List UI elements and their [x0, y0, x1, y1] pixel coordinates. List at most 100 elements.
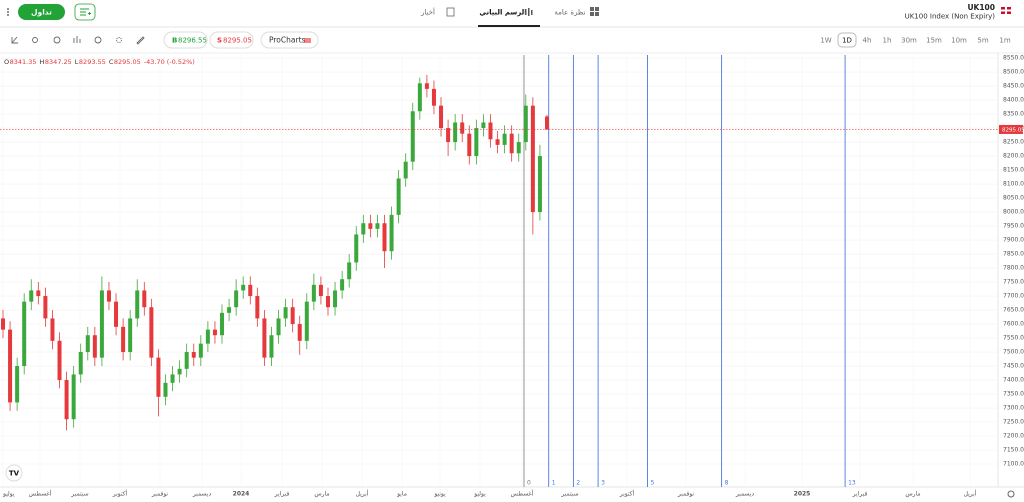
y-tick-label: 8350.00 [1003, 111, 1024, 118]
tool-icon[interactable] [53, 36, 61, 44]
candle-body [488, 122, 493, 140]
y-tick-label: 8050.00 [1003, 195, 1024, 202]
trade-button[interactable] [18, 4, 65, 20]
candle-body [128, 318, 133, 353]
x-tick-label: فبراير [274, 491, 290, 498]
timeframe[interactable]: 30m [901, 37, 917, 45]
candle-body [283, 307, 288, 319]
candle-body [523, 105, 528, 143]
timeframe[interactable]: 15m [926, 37, 942, 45]
candle-body [340, 279, 345, 291]
y-tick-label: 7450.00 [1003, 363, 1024, 370]
candle-body [170, 374, 175, 383]
tab[interactable]: أخبار [420, 8, 435, 17]
sell-label: S [217, 37, 222, 45]
timeframe[interactable]: 1m [999, 37, 1010, 45]
candle-body [142, 290, 147, 308]
instrument-name: UK100 Index (Non Expiry) [905, 13, 996, 21]
timeframe[interactable]: 1h [883, 37, 892, 45]
candle-body [368, 223, 373, 229]
ohlc-value: 8347.25 [45, 58, 72, 66]
tool-icon[interactable] [94, 36, 102, 44]
ohlc-value: 8293.55 [79, 58, 106, 66]
candle-body [311, 284, 316, 302]
fib-zone-label: 3 [601, 480, 605, 487]
sell-button[interactable] [209, 31, 254, 49]
candle-body [325, 296, 330, 308]
y-tick-label: 7150.00 [1003, 447, 1024, 454]
candle-body [29, 290, 34, 302]
x-tick-label: أغسطس [511, 490, 534, 498]
y-tick-label: 7900.00 [1003, 237, 1024, 244]
candle-body [382, 223, 387, 252]
last-price-box [999, 124, 1023, 134]
candle-body [537, 156, 542, 213]
y-tick-label: 8500.00 [1003, 69, 1024, 76]
tool-icon[interactable] [136, 36, 145, 45]
candle-body [375, 223, 380, 229]
tool-icon[interactable] [116, 37, 122, 43]
candle-body [467, 133, 472, 157]
candle-body [446, 128, 451, 143]
candle-body [50, 318, 55, 341]
prochart-button[interactable] [260, 31, 319, 49]
fib-zone-label: 2 [576, 480, 580, 487]
ohlc-value: 8295.05 [114, 58, 141, 66]
candle-body [163, 382, 168, 397]
buy-label: B [172, 37, 177, 45]
candle-body [121, 326, 126, 353]
timeframe[interactable]: 1W [820, 37, 831, 45]
timeframe[interactable]: 10m [951, 37, 967, 45]
buy-price: 8296.55 [178, 37, 207, 45]
trade-button-label[interactable]: تداول [31, 8, 52, 17]
x-tick-label: نوفمبر [151, 491, 169, 498]
menu-dots[interactable] [7, 8, 9, 16]
candle-body [502, 133, 507, 145]
fib-zone-label: 5 [651, 480, 655, 487]
candle-body [509, 133, 514, 154]
fib-zone-label: 0 [527, 480, 531, 487]
candle-body [297, 324, 302, 341]
candle-body [396, 178, 401, 215]
candle-body [191, 352, 196, 358]
candle-body [269, 335, 274, 358]
y-tick-label: 7500.00 [1003, 349, 1024, 356]
candle-body [212, 329, 217, 336]
fib-zone-label: 8 [725, 480, 729, 487]
x-tick-label: نوفمبر [677, 491, 695, 498]
x-tick-label: مايو [396, 491, 407, 498]
candle-body [99, 290, 104, 358]
candle-body [453, 122, 458, 143]
candle-body [15, 366, 20, 403]
y-tick-label: 7100.00 [1003, 461, 1024, 468]
timeframe[interactable]: 4h [863, 37, 872, 45]
settings-icon[interactable] [1007, 490, 1015, 498]
y-tick-label: 7650.00 [1003, 307, 1024, 314]
buy-button[interactable] [163, 31, 208, 49]
y-tick-label: 8000.00 [1003, 209, 1024, 216]
timeframe[interactable]: 1D [842, 37, 852, 45]
tool-icon[interactable] [11, 36, 18, 44]
candle-body [227, 307, 232, 313]
candle-body [36, 290, 41, 297]
tool-icon[interactable] [73, 36, 81, 43]
sell-price: 8295.05 [223, 37, 252, 45]
watchlist-icon [80, 8, 91, 16]
candle-body [106, 290, 111, 302]
tool-icon[interactable] [32, 37, 38, 43]
symbol: UK100 [967, 3, 995, 12]
tab[interactable]: نظرة عامة [554, 9, 585, 17]
candle-body [431, 88, 436, 106]
fib-zone-label: 1 [552, 480, 556, 487]
candle-body [304, 301, 309, 341]
news-icon [446, 7, 455, 17]
x-tick-label: مارس [905, 491, 920, 498]
x-tick-label: سبتمبر [70, 491, 88, 498]
tab[interactable]: الرسم البياني [479, 9, 526, 17]
candle-body [530, 105, 535, 213]
candle-body [389, 214, 394, 252]
timeframe[interactable]: 5m [977, 37, 988, 45]
prochart-label[interactable]: ProCharts [269, 36, 306, 45]
y-tick-label: 7600.00 [1003, 321, 1024, 328]
